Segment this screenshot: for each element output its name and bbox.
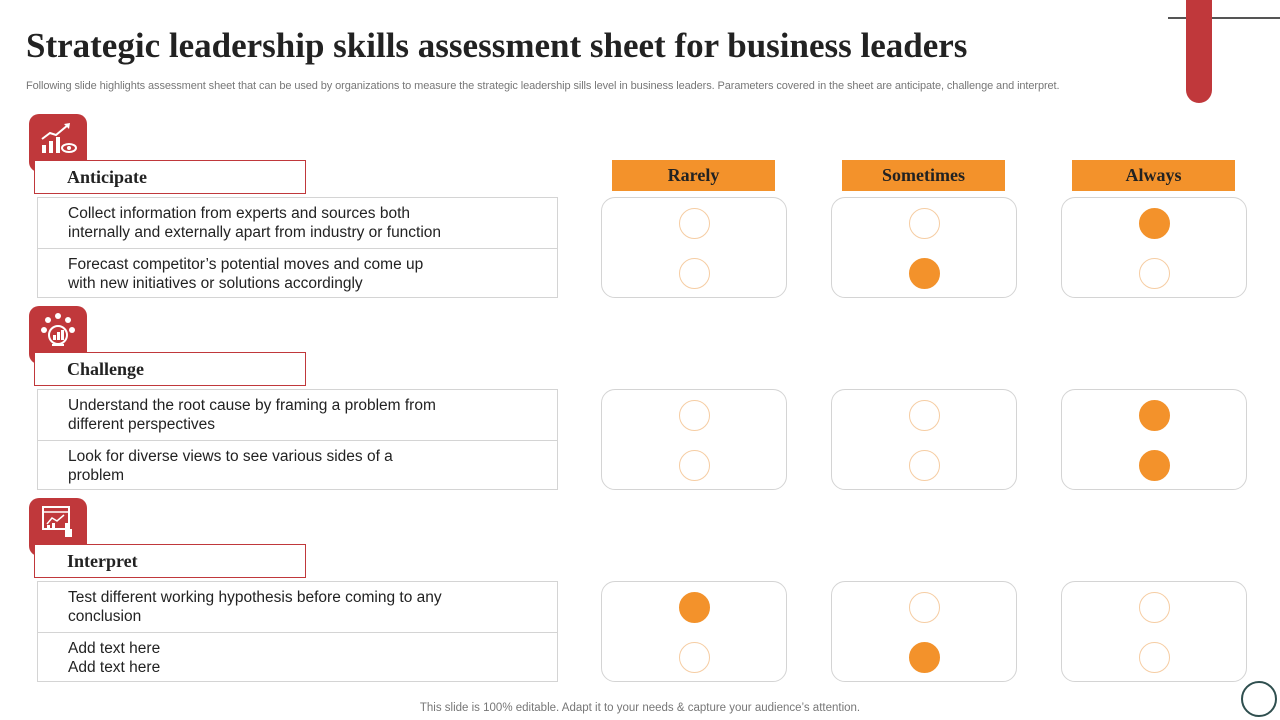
items-box: Collect information from experts and sou… <box>37 197 558 298</box>
column-header-sometimes: Sometimes <box>842 160 1005 191</box>
list-item: Test different working hypothesis before… <box>38 582 557 632</box>
item-line: internally and externally apart from ind… <box>68 224 442 241</box>
rating-circle[interactable] <box>909 208 940 239</box>
rating-box-always <box>1061 197 1247 298</box>
rating-box-always <box>1061 389 1247 490</box>
rating-circle[interactable] <box>679 208 710 239</box>
item-line: Add text here <box>68 640 161 657</box>
rating-circle[interactable] <box>1139 258 1170 289</box>
item-line: different perspectives <box>68 416 216 433</box>
items-box: Test different working hypothesis before… <box>37 581 558 682</box>
rating-circle[interactable] <box>1139 642 1170 673</box>
rating-circle[interactable] <box>679 642 710 673</box>
list-item: Collect information from experts and sou… <box>38 198 557 248</box>
rating-circle[interactable] <box>909 450 940 481</box>
item-line: Add text here <box>68 659 161 676</box>
rating-circle[interactable] <box>1139 400 1170 431</box>
rating-box-rarely <box>601 197 787 298</box>
rating-circle[interactable] <box>1139 592 1170 623</box>
section-label: Anticipate <box>34 160 306 194</box>
item-line: Understand the root cause by framing a p… <box>68 397 436 414</box>
rating-circle[interactable] <box>909 258 940 289</box>
list-item: Forecast competitor’s potential moves an… <box>38 248 557 298</box>
items-box: Understand the root cause by framing a p… <box>37 389 558 490</box>
list-item: Look for diverse views to see various si… <box>38 440 557 490</box>
item-line: with new initiatives or solutions accord… <box>68 275 363 292</box>
rating-box-rarely <box>601 389 787 490</box>
top-divider-line <box>1168 17 1280 19</box>
rating-circle[interactable] <box>909 592 940 623</box>
rating-circle[interactable] <box>679 592 710 623</box>
corner-circle-icon <box>1241 681 1277 717</box>
rating-circle[interactable] <box>679 400 710 431</box>
column-header-rarely: Rarely <box>612 160 775 191</box>
rating-box-rarely <box>601 581 787 682</box>
section-label: Interpret <box>34 544 306 578</box>
list-item: Add text here Add text here <box>38 632 557 682</box>
rating-circle[interactable] <box>679 258 710 289</box>
rating-circle[interactable] <box>909 642 940 673</box>
rating-circle[interactable] <box>1139 208 1170 239</box>
rating-box-sometimes <box>831 197 1017 298</box>
item-line: Forecast competitor’s potential moves an… <box>68 256 424 273</box>
item-line: Test different working hypothesis before… <box>68 589 442 606</box>
page-title: Strategic leadership skills assessment s… <box>26 26 968 65</box>
rating-circle[interactable] <box>909 400 940 431</box>
rating-box-sometimes <box>831 581 1017 682</box>
page-subtitle: Following slide highlights assessment sh… <box>26 80 1060 92</box>
item-line: Look for diverse views to see various si… <box>68 448 393 465</box>
item-line: Collect information from experts and sou… <box>68 205 411 222</box>
item-line: conclusion <box>68 608 142 625</box>
section-label: Challenge <box>34 352 306 386</box>
top-accent-bar <box>1186 0 1212 103</box>
item-line: problem <box>68 467 124 484</box>
rating-circle[interactable] <box>1139 450 1170 481</box>
list-item: Understand the root cause by framing a p… <box>38 390 557 440</box>
rating-box-sometimes <box>831 389 1017 490</box>
footer-note: This slide is 100% editable. Adapt it to… <box>419 702 861 714</box>
column-header-always: Always <box>1072 160 1235 191</box>
rating-box-always <box>1061 581 1247 682</box>
rating-circle[interactable] <box>679 450 710 481</box>
